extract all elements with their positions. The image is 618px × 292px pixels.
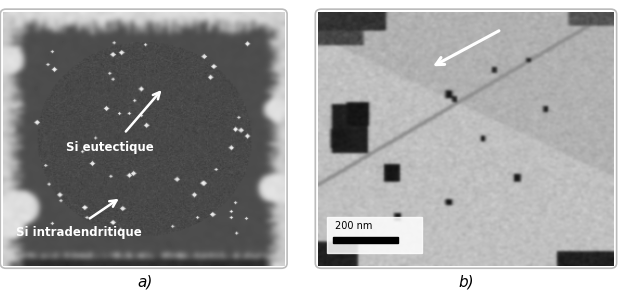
Text: b): b) [459,274,475,289]
Bar [327,218,421,253]
Text: Si eutectique: Si eutectique [66,141,154,154]
Text: a): a) [138,274,153,289]
Bar [333,237,398,243]
Text: 200 nm: 200 nm [334,221,372,232]
Text: Si intradendritique: Si intradendritique [16,226,142,239]
